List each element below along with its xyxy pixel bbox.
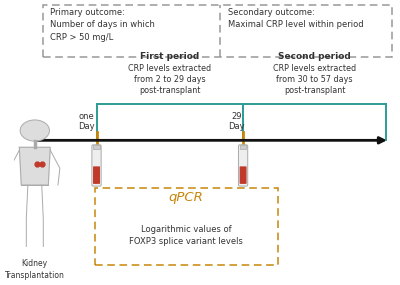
Text: post-transplant: post-transplant (139, 86, 200, 95)
Text: qPCR: qPCR (169, 191, 204, 203)
Polygon shape (19, 147, 50, 185)
Text: Primary outcome:: Primary outcome: (50, 8, 125, 17)
Text: Maximal CRP level within period: Maximal CRP level within period (228, 20, 363, 29)
Text: CRP levels extracted: CRP levels extracted (128, 64, 211, 72)
FancyBboxPatch shape (93, 166, 100, 184)
Text: CRP levels extracted: CRP levels extracted (273, 64, 356, 72)
Text: CRP > 50 mg/L: CRP > 50 mg/L (50, 33, 114, 42)
Text: Day: Day (228, 122, 244, 131)
FancyBboxPatch shape (92, 145, 101, 186)
FancyBboxPatch shape (240, 166, 246, 184)
FancyBboxPatch shape (238, 145, 248, 186)
FancyBboxPatch shape (240, 145, 246, 149)
Circle shape (20, 120, 50, 141)
Text: 29: 29 (231, 112, 241, 121)
Text: Number of days in which: Number of days in which (50, 20, 155, 29)
Text: one: one (79, 112, 95, 121)
FancyBboxPatch shape (94, 145, 100, 149)
Text: Day: Day (78, 122, 95, 131)
Text: from 30 to 57 days: from 30 to 57 days (276, 75, 353, 84)
Text: Second period: Second period (278, 52, 351, 61)
Text: First period: First period (140, 52, 200, 61)
Text: post-transplant: post-transplant (284, 86, 345, 95)
Text: Logarithmic values of
FOXP3 splice variant levels: Logarithmic values of FOXP3 splice varia… (129, 225, 243, 246)
Text: from 2 to 29 days: from 2 to 29 days (134, 75, 206, 84)
Text: Secondary outcome:: Secondary outcome: (228, 8, 314, 17)
Text: Kidney
Transplantation: Kidney Transplantation (5, 259, 65, 280)
